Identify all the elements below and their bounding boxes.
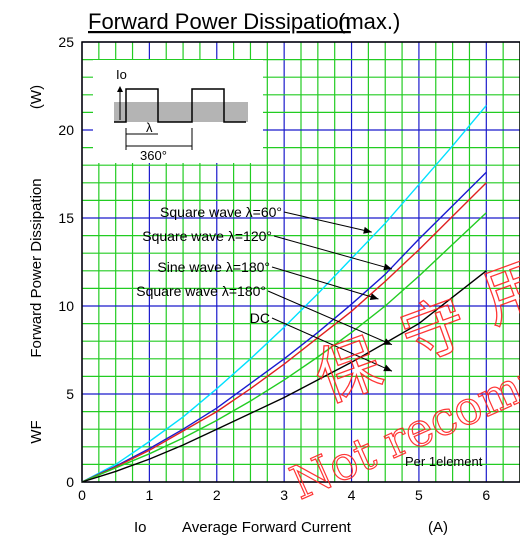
x-tick-label: 2 [213, 487, 221, 503]
x-tick-label: 5 [415, 487, 423, 503]
series-line [81, 182, 487, 483]
y-tick-label: 25 [58, 34, 74, 50]
series-label-arrowhead [383, 364, 392, 372]
series-line [81, 171, 487, 483]
waveform-inset: Io λ 360° [93, 60, 263, 163]
y-axis-label: Forward Power Dissipation [28, 178, 45, 357]
per-element-note: Per 1element [405, 454, 483, 469]
tick-labels: 0 1 2 3 4 5 6 0 5 10 15 20 25 [58, 34, 490, 503]
series-label-leader [267, 290, 393, 346]
y-axis-symbol: WF [28, 420, 45, 443]
series-label: Square wave λ=180° [136, 283, 266, 299]
series-label-leader [271, 266, 379, 300]
series-label-leader [283, 211, 372, 233]
series-label-arrowhead [363, 226, 372, 234]
watermark-char-1: 保 [306, 326, 391, 417]
x-axis-unit: (A) [428, 519, 448, 536]
series-line [81, 104, 487, 483]
x-axis-symbol: Io [134, 519, 147, 536]
y-tick-label: 5 [66, 386, 74, 402]
series-label-arrowhead [383, 338, 392, 345]
watermark-char-3: 用 [473, 247, 520, 338]
x-tick-label: 3 [280, 487, 288, 503]
plot-frame [81, 41, 520, 483]
inset-lambda-label: λ [146, 120, 153, 135]
inset-gray-band [114, 102, 248, 122]
x-tick-label: 6 [482, 487, 490, 503]
y-tick-label: 0 [66, 474, 74, 490]
series-label-leader [271, 317, 393, 372]
inset-pulse-wave [114, 88, 246, 123]
x-tick-label: 1 [145, 487, 153, 503]
series-label: DC [250, 310, 270, 326]
x-tick-label: 4 [348, 487, 356, 503]
inset-period-label: 360° [140, 148, 167, 163]
chart-title: Forward Power Dissipation [88, 9, 351, 34]
inset-io-arrowhead [117, 86, 123, 92]
y-tick-label: 15 [58, 210, 74, 226]
chart-title-suffix: (max.) [338, 9, 400, 34]
y-tick-label: 10 [58, 298, 74, 314]
series-label: Square wave λ=60° [160, 204, 282, 220]
series-line [81, 270, 487, 483]
series [81, 104, 487, 483]
x-tick-label: 0 [78, 487, 86, 503]
inset-io-label: Io [116, 67, 127, 82]
series-label-arrowhead [369, 293, 379, 301]
x-axis-label: Average Forward Current [182, 519, 352, 536]
watermark-char-2: 守 [392, 286, 477, 377]
series-label: Square wave λ=120° [142, 228, 272, 244]
series-label-arrowhead [383, 263, 392, 271]
series-label: Sine wave λ=180° [157, 259, 270, 275]
series-line [81, 212, 487, 483]
y-axis-unit: (W) [28, 85, 45, 109]
y-tick-label: 20 [58, 122, 74, 138]
series-labels: Square wave λ=60° Square wave λ=120° Sine … [136, 204, 393, 372]
series-label-leader [273, 235, 393, 270]
